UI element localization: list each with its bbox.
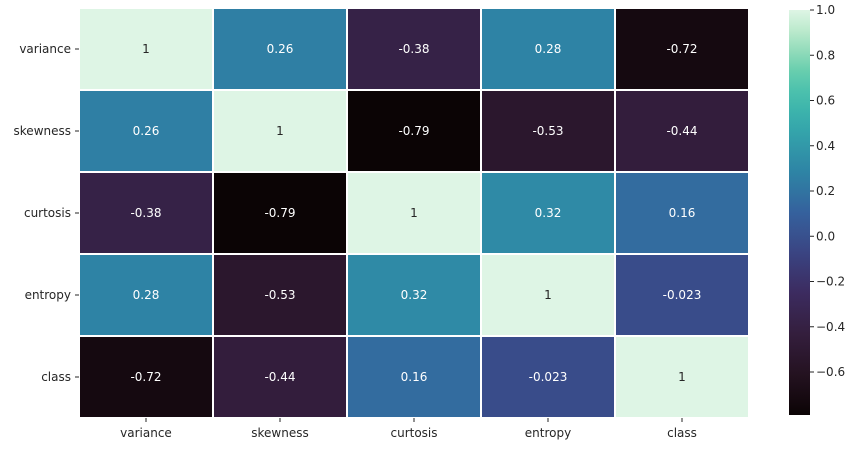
heatmap-cells (78, 7, 750, 419)
colorbar-tick-label: 0.6 (816, 94, 835, 108)
cell-value-label: -0.38 (398, 42, 429, 56)
heatmap-cell-class-skewness (212, 335, 348, 419)
heatmap-cell-entropy-skewness (212, 253, 348, 337)
colorbar-tick-label: −0.6 (816, 365, 845, 379)
y-tick-label: skewness (14, 124, 71, 138)
cell-value-label: 0.28 (535, 42, 562, 56)
cell-value-label: -0.72 (130, 370, 161, 384)
heatmap-cell-entropy-curtosis (346, 253, 482, 337)
cell-value-label: 0.26 (133, 124, 160, 138)
x-tick-label: skewness (251, 426, 308, 440)
x-tick-label: entropy (525, 426, 571, 440)
cell-value-label: -0.79 (264, 206, 295, 220)
cell-value-label: 1 (678, 370, 686, 384)
y-axis: variance skewness curtosis entropy class (14, 42, 79, 384)
heatmap-cell-variance-curtosis (346, 7, 482, 91)
heatmap-cell-skewness-curtosis (346, 89, 482, 173)
colorbar-tick-label: 1.0 (816, 3, 835, 17)
cell-value-label: -0.44 (264, 370, 295, 384)
cell-value-label: 1 (142, 42, 150, 56)
x-tick-label: variance (120, 426, 172, 440)
heatmap-cell-variance-skewness (212, 7, 348, 91)
heatmap-cell-class-variance (78, 335, 214, 419)
heatmap-annotations: 1 0.26 -0.38 0.28 -0.72 0.26 1 -0.79 -0.53 -0.44 -… (130, 42, 701, 384)
x-axis: variance skewness curtosis entropy class (120, 418, 697, 440)
colorbar-tick-label: −0.2 (816, 275, 845, 289)
cell-value-label: -0.53 (264, 288, 295, 302)
heatmap-cell-variance-variance (78, 7, 214, 91)
colorbar-tick-label: 0.8 (816, 48, 835, 62)
cell-value-label: 1 (276, 124, 284, 138)
heatmap-cell-entropy-entropy (480, 253, 616, 337)
y-tick-label: variance (19, 42, 71, 56)
cell-value-label: 0.32 (535, 206, 562, 220)
cell-value-label: 0.28 (133, 288, 160, 302)
heatmap-cell-class-curtosis (346, 335, 482, 419)
heatmap-cell-curtosis-entropy (480, 171, 616, 255)
heatmap-cell-curtosis-skewness (212, 171, 348, 255)
heatmap-cell-entropy-class (614, 253, 750, 337)
cell-value-label: -0.38 (130, 206, 161, 220)
heatmap-cell-skewness-class (614, 89, 750, 173)
colorbar: 1.0 0.8 0.6 0.4 0.2 0.0 −0.2 −0.4 −0.6 (789, 3, 845, 415)
x-tick-label: curtosis (390, 426, 437, 440)
colorbar-tick-label: 0.4 (816, 139, 835, 153)
cell-value-label: 0.32 (401, 288, 428, 302)
colorbar-tick-label: 0.2 (816, 184, 835, 198)
y-tick-label: curtosis (24, 206, 71, 220)
cell-value-label: 0.16 (401, 370, 428, 384)
cell-value-label: -0.023 (529, 370, 568, 384)
cell-value-label: -0.72 (666, 42, 697, 56)
cell-value-label: 0.26 (267, 42, 294, 56)
cell-value-label: -0.023 (663, 288, 702, 302)
cell-value-label: -0.44 (666, 124, 697, 138)
cell-value-label: -0.53 (532, 124, 563, 138)
y-tick-label: entropy (25, 288, 71, 302)
y-tick-label: class (41, 370, 71, 384)
x-tick-label: class (667, 426, 697, 440)
colorbar-gradient (789, 10, 810, 415)
cell-value-label: 0.16 (669, 206, 696, 220)
colorbar-tick-label: 0.0 (816, 229, 835, 243)
cell-value-label: 1 (544, 288, 552, 302)
cell-value-label: -0.79 (398, 124, 429, 138)
cell-value-label: 1 (410, 206, 418, 220)
colorbar-tick-label: −0.4 (816, 320, 845, 334)
